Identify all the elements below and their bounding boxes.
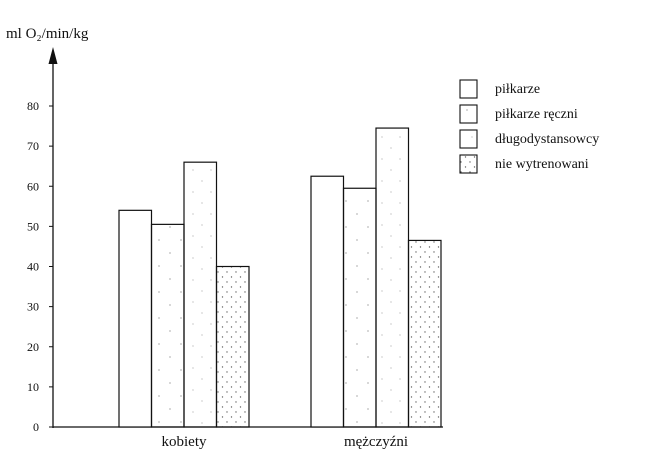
y-tick-label: 10: [27, 380, 39, 394]
y-tick-label: 40: [27, 260, 39, 274]
x-category-label: mężczyźni: [344, 434, 408, 450]
bars: [118, 127, 442, 428]
bar-mężczyźni-4: [407, 239, 442, 428]
y-tick-label: 60: [27, 179, 39, 193]
y-axis-title: ml O₂/min/kg: [6, 26, 89, 42]
legend-label: piłkarze ręczni: [495, 107, 578, 122]
x-category-label: kobiety: [162, 434, 207, 450]
bar-kobiety-3: [183, 161, 218, 428]
legend-label: długodystansowcy: [495, 132, 599, 147]
y-tick-label: 30: [27, 300, 39, 314]
y-tick-label: 70: [27, 139, 39, 153]
legend-label: nie wytrenowani: [495, 157, 589, 172]
bar-mężczyźni-1: [310, 175, 345, 428]
y-tick-label: 80: [27, 99, 39, 113]
legend-swatch: [459, 154, 478, 174]
legend-swatch: [459, 104, 478, 124]
legend-swatch: [459, 79, 478, 99]
y-tick-label: 0: [33, 420, 39, 434]
y-tick-label: 50: [27, 219, 39, 233]
bar-kobiety-4: [215, 265, 250, 428]
y-axis-ticks: 0 10 20 30 40 50 60 70 80: [27, 99, 53, 434]
legend: piłkarze piłkarze ręczni długodystansowcy n…: [459, 79, 599, 174]
legend-swatch: [459, 129, 478, 149]
y-axis-arrow: [48, 47, 58, 64]
legend-label: piłkarze: [495, 82, 540, 97]
bar-kobiety-1: [118, 209, 153, 428]
bar-kobiety-2: [150, 223, 185, 428]
bar-mężczyźni-2: [342, 187, 377, 428]
bar-mężczyźni-3: [375, 127, 410, 428]
y-tick-label: 20: [27, 340, 39, 354]
x-axis-labels: kobiety mężczyźni: [162, 434, 409, 450]
